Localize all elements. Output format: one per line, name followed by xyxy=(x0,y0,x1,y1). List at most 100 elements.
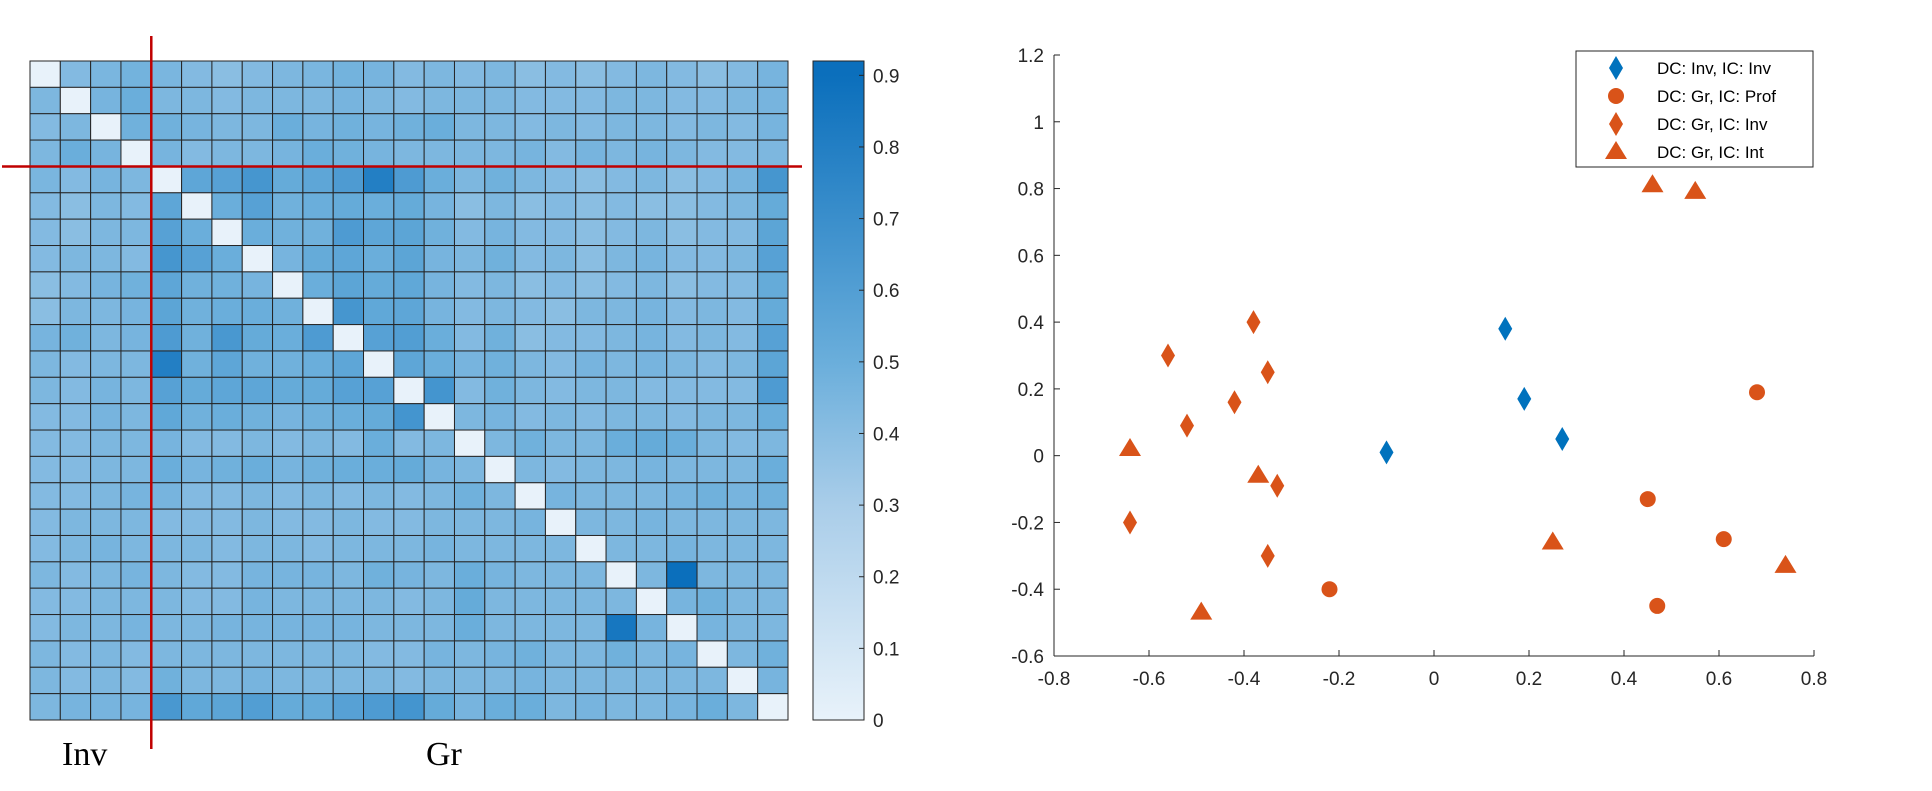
heatmap-cell xyxy=(726,640,759,668)
heatmap-cell xyxy=(332,86,365,115)
heatmap-cell xyxy=(302,614,334,642)
data-point-circle xyxy=(1715,531,1732,548)
heatmap-cell xyxy=(484,587,516,616)
heatmap-cell xyxy=(181,113,213,141)
heatmap-cell xyxy=(332,60,365,88)
heatmap-cell xyxy=(150,482,183,510)
heatmap-cell xyxy=(272,587,304,616)
heatmap-cell xyxy=(484,350,516,378)
heatmap-cell xyxy=(363,693,395,721)
heatmap-cell xyxy=(363,139,395,167)
heatmap-cell xyxy=(59,192,92,220)
heatmap-cell xyxy=(272,192,304,220)
heatmap-cell xyxy=(272,218,304,247)
heatmap-cell xyxy=(241,139,274,167)
heatmap-cell xyxy=(150,192,183,220)
heatmap-cell xyxy=(90,508,122,536)
data-point-triangle xyxy=(1684,180,1707,199)
heatmap-cell xyxy=(666,455,698,484)
heatmap-cell xyxy=(211,192,243,220)
heatmap-cell xyxy=(453,60,486,88)
heatmap-cell xyxy=(241,666,274,695)
colorbar-tick-label: 0.6 xyxy=(873,281,899,302)
heatmap-cell xyxy=(605,376,637,405)
y-tick-label: 1 xyxy=(1033,113,1044,134)
heatmap-cell xyxy=(241,482,274,510)
heatmap-cell xyxy=(59,455,92,484)
heatmap-cell xyxy=(29,482,61,510)
heatmap-cell xyxy=(90,350,122,378)
heatmap-cell xyxy=(666,429,698,457)
heatmap-cell xyxy=(575,587,607,616)
heatmap-cell xyxy=(605,693,637,721)
heatmap-cell xyxy=(150,587,183,616)
heatmap-cell xyxy=(423,614,455,642)
heatmap-cell xyxy=(90,666,122,695)
heatmap-cell xyxy=(363,113,395,141)
heatmap-cell xyxy=(605,350,637,378)
heatmap-cell xyxy=(453,376,486,405)
heatmap-cell xyxy=(666,297,698,326)
heatmap-cell xyxy=(575,297,607,326)
heatmap-cell xyxy=(757,640,789,668)
heatmap xyxy=(29,60,789,721)
heatmap-cell xyxy=(90,165,122,194)
legend-label: DC: Gr, IC: Int xyxy=(1657,143,1764,162)
heatmap-cell xyxy=(453,271,486,299)
heatmap-cell xyxy=(302,139,334,167)
group-label-inv: Inv xyxy=(62,736,107,773)
heatmap-cell xyxy=(90,614,122,642)
heatmap-cell xyxy=(363,271,395,299)
heatmap-cell xyxy=(29,60,61,88)
heatmap-cell xyxy=(484,403,516,431)
heatmap-cell xyxy=(241,376,274,405)
heatmap-cell xyxy=(453,666,486,695)
heatmap-cell xyxy=(241,271,274,299)
group-label-gr: Gr xyxy=(426,736,463,773)
heatmap-cell xyxy=(696,534,728,563)
heatmap-cell xyxy=(757,113,789,141)
heatmap-cell xyxy=(211,561,243,589)
heatmap-cell xyxy=(635,666,668,695)
heatmap-cell xyxy=(726,587,759,616)
heatmap-cell xyxy=(544,113,577,141)
heatmap-cell xyxy=(363,86,395,115)
heatmap-cell xyxy=(423,192,455,220)
heatmap-cell xyxy=(726,271,759,299)
heatmap-cell xyxy=(120,534,152,563)
heatmap-cell xyxy=(484,218,516,247)
heatmap-cell xyxy=(120,508,152,536)
heatmap-cell xyxy=(696,113,728,141)
heatmap-cell xyxy=(29,297,61,326)
heatmap-cell xyxy=(272,455,304,484)
heatmap-cell xyxy=(332,455,365,484)
heatmap-cell xyxy=(181,60,213,88)
heatmap-cell xyxy=(29,640,61,668)
heatmap-cell xyxy=(726,113,759,141)
heatmap-cell xyxy=(666,218,698,247)
heatmap-cell xyxy=(302,693,334,721)
heatmap-cell xyxy=(544,561,577,589)
heatmap-cell xyxy=(514,455,546,484)
heatmap-cell xyxy=(696,455,728,484)
heatmap-cell xyxy=(150,455,183,484)
heatmap-cell xyxy=(423,666,455,695)
heatmap-cell xyxy=(181,271,213,299)
heatmap-cell xyxy=(120,86,152,115)
heatmap-cell xyxy=(484,534,516,563)
heatmap-cell xyxy=(29,429,61,457)
heatmap-cell xyxy=(150,640,183,668)
heatmap-cell xyxy=(241,403,274,431)
heatmap-cell xyxy=(757,324,789,352)
heatmap-cell xyxy=(29,693,61,721)
heatmap-cell xyxy=(514,245,546,273)
y-tick-label: 0 xyxy=(1033,447,1044,468)
heatmap-cell xyxy=(211,86,243,115)
heatmap-cell xyxy=(150,666,183,695)
heatmap-cell xyxy=(181,324,213,352)
data-point-diamond xyxy=(1270,473,1285,498)
heatmap-cell xyxy=(757,429,789,457)
heatmap-cell xyxy=(393,192,425,220)
heatmap-cell xyxy=(59,614,92,642)
heatmap-cell xyxy=(363,192,395,220)
